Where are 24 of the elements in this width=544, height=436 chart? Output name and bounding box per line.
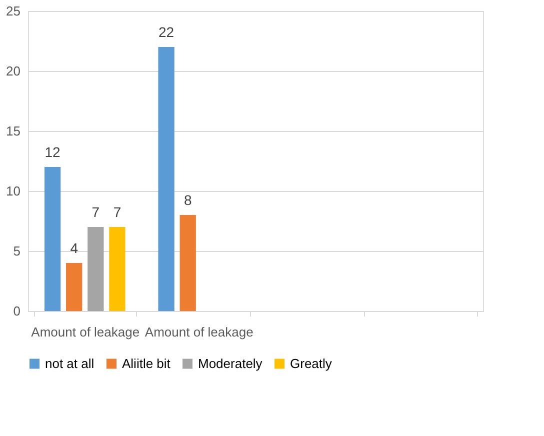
bar <box>44 167 61 311</box>
data-label: 7 <box>113 204 122 220</box>
bar <box>66 263 82 311</box>
bar <box>88 227 104 311</box>
y-tick-label: 25 <box>6 4 20 18</box>
data-label: 4 <box>70 240 78 256</box>
y-tick-label: 15 <box>6 124 20 138</box>
y-tick-label: 20 <box>6 64 20 78</box>
data-label: 22 <box>158 24 174 40</box>
bar <box>180 215 196 311</box>
legend-label: Greatly <box>290 356 332 371</box>
data-label: 7 <box>92 204 100 220</box>
x-tick-label: Amount of leakage <box>31 324 140 340</box>
data-label: 12 <box>44 144 61 160</box>
legend-label: Aliitle bit <box>122 356 171 371</box>
y-tick-label: 0 <box>13 304 20 318</box>
data-label: 8 <box>184 192 192 208</box>
legend-label: Moderately <box>198 356 263 371</box>
bar <box>109 227 126 311</box>
legend-label: not at all <box>45 356 94 371</box>
y-tick-label: 10 <box>6 184 20 198</box>
bar <box>158 47 174 311</box>
x-tick-label: Amount of leakage <box>144 324 254 340</box>
y-tick-label: 5 <box>13 244 20 258</box>
